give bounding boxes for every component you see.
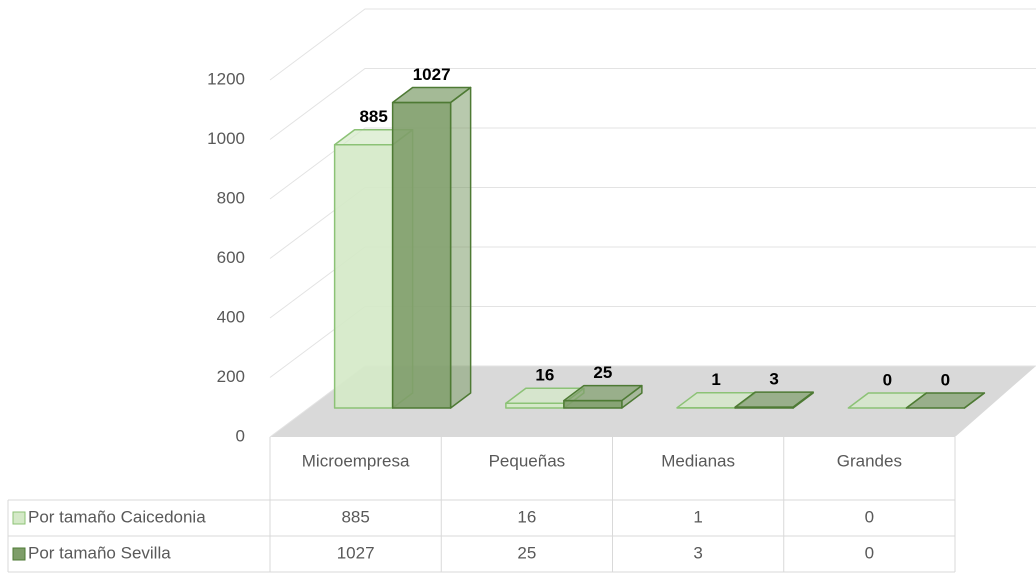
- y-tick-label: 200: [217, 367, 245, 386]
- data-label: 25: [593, 363, 612, 382]
- y-tick-label: 800: [217, 188, 245, 207]
- bar: [391, 101, 452, 409]
- grid-line: [269, 68, 1036, 140]
- bar: [563, 399, 623, 409]
- data-label: 885: [359, 107, 387, 126]
- legend-swatch: [12, 547, 26, 561]
- table-value: 0: [865, 543, 874, 562]
- legend-swatch: [12, 511, 26, 525]
- bar-top: [905, 392, 986, 409]
- data-label: 3: [769, 370, 778, 389]
- category-label: Medianas: [661, 451, 735, 470]
- grid-line: [269, 127, 1036, 200]
- category-label: Grandes: [837, 451, 902, 470]
- legend-label: Por tamaño Sevilla: [28, 543, 171, 562]
- y-tick-label: 600: [217, 248, 245, 267]
- y-tick-label: 1000: [207, 129, 245, 148]
- data-label: 1027: [413, 65, 451, 84]
- y-tick-label: 1200: [207, 69, 245, 88]
- bar-top: [391, 86, 472, 104]
- legend-label: Por tamaño Caicedonia: [28, 507, 206, 526]
- grid-line: [269, 8, 1036, 81]
- data-label: 16: [535, 366, 554, 385]
- data-label: 1: [711, 370, 720, 389]
- bar-top: [563, 384, 643, 402]
- category-label: Pequeñas: [489, 451, 566, 470]
- bar-top: [734, 391, 814, 408]
- table-value: 0: [865, 507, 874, 526]
- table-value: 1027: [337, 543, 375, 562]
- table-value: 3: [693, 543, 702, 562]
- bar: [333, 143, 394, 409]
- y-tick-label: 400: [217, 307, 245, 326]
- data-label: 0: [883, 370, 892, 389]
- table-value: 25: [517, 543, 536, 562]
- bar-side: [449, 86, 472, 409]
- table-value: 16: [517, 507, 536, 526]
- table-value: 885: [341, 507, 369, 526]
- y-tick-label: 0: [236, 426, 245, 445]
- table-value: 1: [693, 507, 702, 526]
- data-label: 0: [941, 370, 950, 389]
- category-label: Microempresa: [302, 451, 410, 470]
